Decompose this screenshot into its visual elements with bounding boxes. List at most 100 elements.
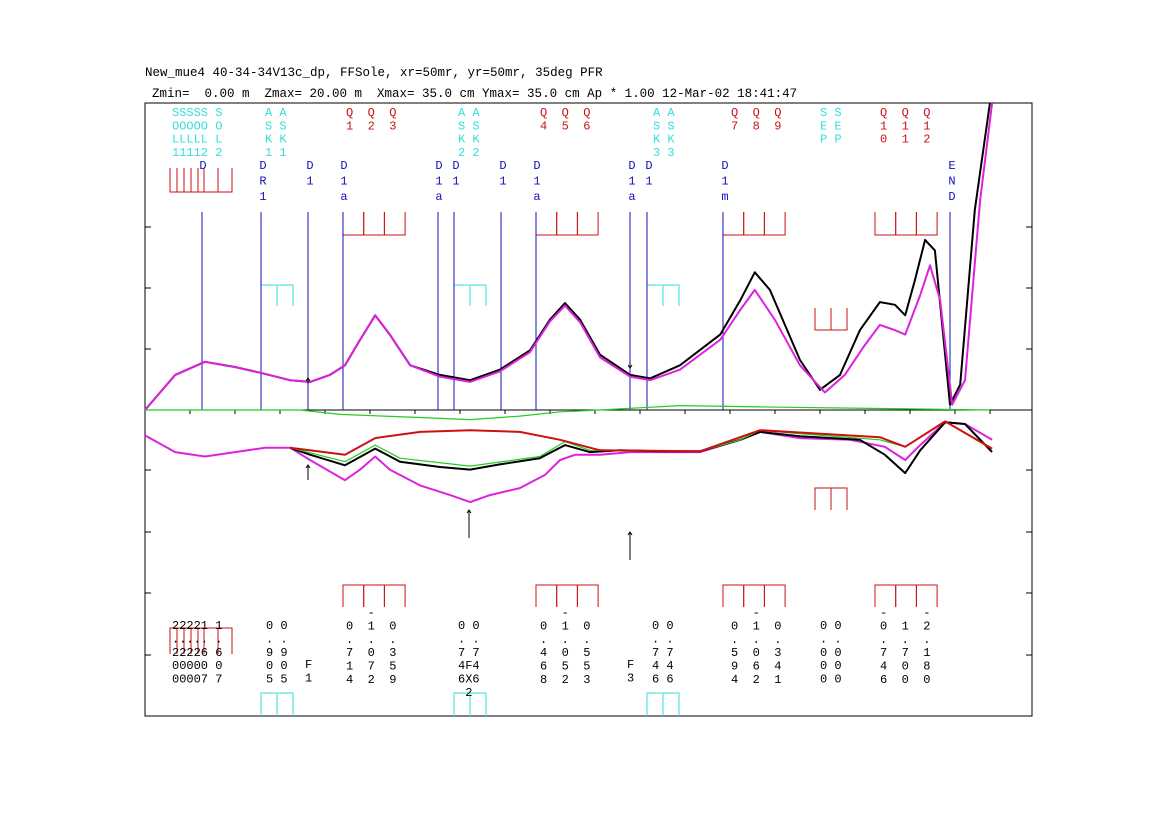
drift-label: D1a	[432, 159, 446, 206]
quadrupole-outline	[383, 584, 406, 607]
aperture-outline	[453, 284, 471, 306]
lower-curve-magenta	[144, 421, 993, 504]
quadrupole-outline	[763, 212, 786, 236]
label-row: A A	[265, 106, 287, 120]
label-row: 0 1 2	[880, 619, 930, 633]
quadrupole-outline	[763, 584, 786, 607]
quadrupole-outline	[915, 584, 938, 607]
drift-label: D1	[642, 159, 656, 190]
solenoid-outline	[183, 168, 191, 193]
label-row: 0 0	[652, 619, 674, 633]
drift-label: D	[196, 159, 210, 175]
drift-label: D1	[449, 159, 463, 190]
separator-outline	[814, 308, 832, 331]
aperture-outline	[469, 284, 487, 306]
quadrupole-outline	[363, 212, 385, 236]
label-row: ..... .	[172, 632, 222, 646]
label-row: Q Q Q	[540, 106, 590, 120]
lower-curve-red	[289, 420, 993, 456]
label-row: -	[346, 606, 375, 620]
label-row: 0 0	[820, 659, 842, 673]
label-row: F	[627, 658, 634, 672]
quadrupole-outline	[895, 584, 917, 607]
drift-label: D1a	[530, 159, 544, 206]
aperture-outline	[276, 284, 294, 306]
label-row: - -	[880, 606, 930, 620]
label-row: 4 2 9	[346, 673, 396, 687]
label-row: S S	[820, 106, 842, 120]
field-value-label: 0 0. .7 7 4F4 6X6 2	[458, 619, 480, 700]
drift-label: D1a	[625, 159, 639, 206]
quadrupole-outline	[874, 584, 897, 607]
label-row: 4 0 5	[540, 646, 590, 660]
arrow-head-icon	[627, 364, 633, 369]
aperture-outline	[276, 692, 294, 716]
quadrupole-outline	[743, 212, 765, 236]
label-row: 22221 1	[172, 619, 222, 633]
solenoid-outline	[197, 627, 205, 654]
label-row: 0 1 0	[346, 619, 396, 633]
label-row: K K	[458, 133, 480, 147]
label-row: 5 5	[266, 673, 288, 687]
upper-curve-magenta	[144, 102, 994, 411]
label-row: 7 8 9	[731, 119, 781, 133]
aperture-outline	[662, 284, 680, 306]
label-row: 4 2 1	[731, 673, 781, 687]
label-row: 22226 6	[172, 646, 222, 660]
separator-outline	[830, 308, 848, 331]
drift-label: END	[945, 159, 959, 206]
label-row: 9 9	[266, 646, 288, 660]
quadrupole-outline	[895, 212, 917, 236]
label-row: A A	[653, 106, 675, 120]
solenoid-outline	[190, 627, 198, 654]
drift-label: D1m	[718, 159, 732, 206]
label-row: 4 5 6	[540, 119, 590, 133]
quadrupole-outline	[576, 584, 599, 607]
drift-label: D1	[496, 159, 510, 190]
label-row: 1 2 3	[346, 119, 396, 133]
label-row: 4 4	[652, 659, 674, 673]
upper-curve-green	[145, 405, 990, 421]
arrow-head-icon	[305, 464, 311, 469]
solenoid-outline	[176, 168, 184, 193]
label-row: 7 0 3	[346, 646, 396, 660]
solenoid-outline	[217, 627, 233, 654]
label-row: A A	[458, 106, 480, 120]
drift-label: D1	[303, 159, 317, 190]
label-row: S S	[265, 119, 287, 133]
arrow-head-icon	[305, 377, 311, 382]
label-row: 5 0 3	[731, 646, 781, 660]
label-row: F	[305, 658, 312, 672]
arrow-head-icon	[466, 509, 472, 514]
aperture-outline	[662, 692, 680, 716]
label-row: 0 1 0	[731, 619, 781, 633]
quadrupole-outline	[874, 212, 897, 236]
label-row: 4F4	[458, 659, 480, 673]
solenoid-outline	[190, 168, 198, 193]
field-value-label: 22221 1..... . 22226 6 00000 0 00007 7	[172, 619, 222, 687]
drift-label: D1a	[337, 159, 351, 206]
aperture-outline	[646, 692, 664, 716]
label-row: S S	[653, 119, 675, 133]
label-row: K K	[653, 133, 675, 147]
label-row: . .	[458, 632, 480, 646]
label-row: 1 1 1	[880, 119, 930, 133]
label-row: P P	[820, 133, 842, 147]
label-row: OOOOO O	[172, 119, 222, 133]
aperture-outline	[469, 692, 487, 716]
label-row: 7 7 1	[880, 646, 930, 660]
label-row: Q Q Q	[346, 106, 396, 120]
drift-label: DR1	[256, 159, 270, 206]
label-row: 00000 0	[172, 659, 222, 673]
quadrupole-outline	[535, 212, 558, 236]
label-row: 3	[627, 671, 634, 685]
label-row: 0 0	[820, 619, 842, 633]
